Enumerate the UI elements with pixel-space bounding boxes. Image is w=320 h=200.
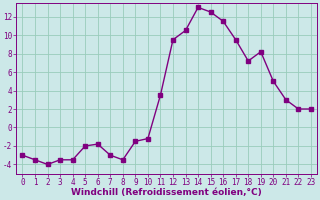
X-axis label: Windchill (Refroidissement éolien,°C): Windchill (Refroidissement éolien,°C) <box>71 188 262 197</box>
